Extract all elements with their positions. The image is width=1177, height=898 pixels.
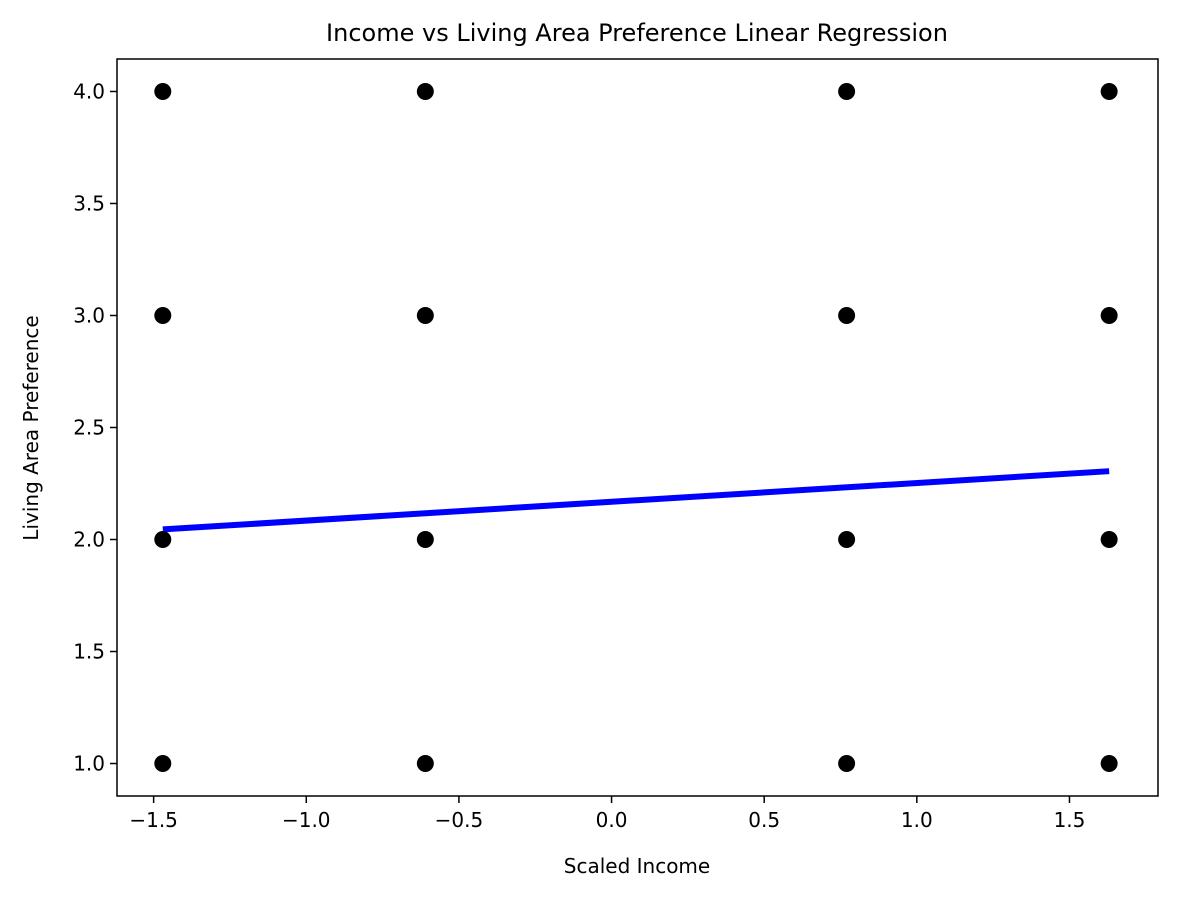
x-axis: −1.5 −1.0 −0.5 0.0 0.5 1.0 1.5 [129, 796, 1085, 832]
x-tick-label: −0.5 [435, 808, 484, 832]
regression-line [162, 468, 1110, 533]
data-point [1100, 531, 1118, 549]
data-point [416, 306, 434, 324]
data-point [1100, 755, 1118, 773]
y-tick-label: 3.0 [73, 303, 105, 327]
chart-title: Income vs Living Area Preference Linear … [326, 19, 948, 47]
y-tick-label: 2.0 [73, 528, 105, 552]
data-point [416, 531, 434, 549]
data-point [154, 82, 172, 100]
data-point [154, 306, 172, 324]
data-point [154, 755, 172, 773]
data-point [838, 531, 856, 549]
y-tick-label: 4.0 [73, 79, 105, 103]
x-tick-label: 0.0 [596, 808, 628, 832]
x-tick-label: 0.5 [748, 808, 780, 832]
x-tick-label: −1.5 [129, 808, 178, 832]
data-point [838, 306, 856, 324]
plot-area [154, 82, 1118, 773]
x-tick-label: 1.0 [901, 808, 933, 832]
data-point [1100, 306, 1118, 324]
data-point [154, 531, 172, 549]
x-tick-label: −1.0 [282, 808, 331, 832]
y-tick-label: 1.0 [73, 752, 105, 776]
y-axis: 1.0 1.5 2.0 2.5 3.0 3.5 4.0 [73, 79, 117, 776]
data-point [838, 755, 856, 773]
data-point [1100, 82, 1118, 100]
x-axis-title: Scaled Income [564, 854, 710, 878]
y-tick-label: 3.5 [73, 191, 105, 215]
data-point [416, 82, 434, 100]
data-point [838, 82, 856, 100]
y-tick-label: 2.5 [73, 416, 105, 440]
y-axis-title: Living Area Preference [19, 315, 43, 540]
x-tick-label: 1.5 [1054, 808, 1086, 832]
data-point [416, 755, 434, 773]
y-tick-label: 1.5 [73, 640, 105, 664]
axes-frame [116, 58, 1159, 797]
